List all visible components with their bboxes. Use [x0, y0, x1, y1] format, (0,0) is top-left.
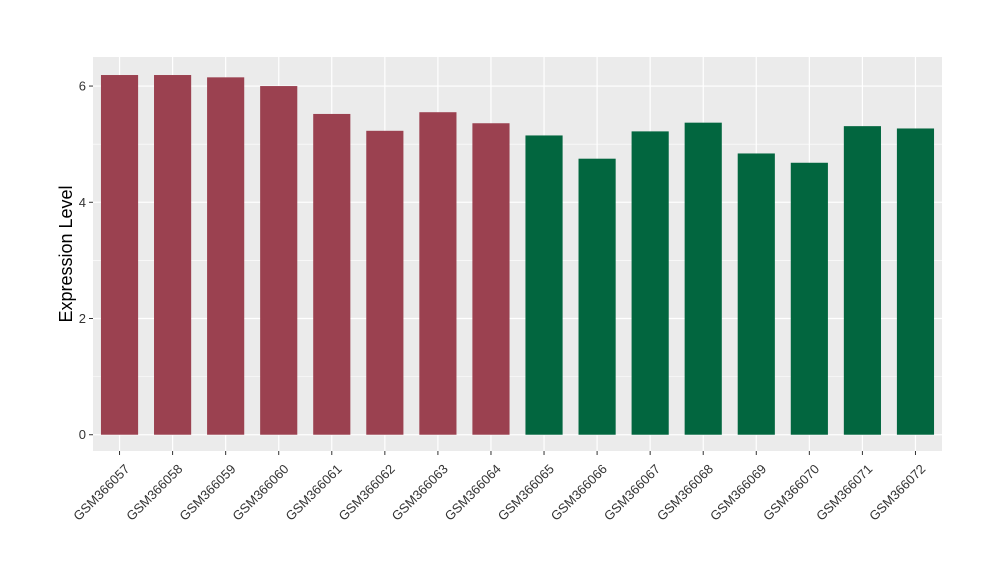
x-tick-label: GSM366058	[123, 461, 185, 523]
bar-GSM366063	[419, 112, 457, 435]
x-axis: GSM366057GSM366058GSM366059GSM366060GSM3…	[70, 451, 928, 524]
x-tick-label: GSM366064	[442, 461, 504, 523]
bars	[100, 75, 935, 435]
x-tick-label: GSM366069	[707, 461, 769, 523]
bar-GSM366061	[313, 113, 351, 435]
bar-GSM366058	[154, 75, 192, 435]
bar-GSM366066	[578, 158, 616, 435]
x-tick-label: GSM366062	[336, 461, 398, 523]
y-tick-label: 0	[79, 427, 86, 442]
bar-GSM366059	[207, 77, 245, 435]
x-tick-label: GSM366065	[495, 461, 557, 523]
bar-GSM366062	[366, 130, 404, 435]
bar-GSM366070	[790, 162, 828, 435]
x-tick-label: GSM366059	[176, 461, 238, 523]
bar-GSM366068	[684, 122, 722, 435]
bar-GSM366067	[631, 131, 669, 435]
x-tick-label: GSM366071	[813, 461, 875, 523]
y-tick-label: 6	[79, 79, 86, 94]
x-tick-label: GSM366067	[601, 461, 663, 523]
bar-GSM366071	[843, 126, 881, 435]
x-tick-label: GSM366070	[760, 461, 822, 523]
bar-GSM366057	[100, 75, 139, 435]
x-tick-label: GSM366057	[70, 461, 132, 523]
x-tick-label: GSM366066	[548, 461, 610, 523]
y-tick-label: 4	[79, 195, 86, 210]
bar-GSM366069	[737, 153, 775, 435]
y-axis: 0 2 4 6	[79, 79, 93, 442]
y-axis-title: Expression Level	[56, 185, 76, 322]
bar-GSM366065	[525, 135, 563, 435]
x-tick-label: GSM366060	[229, 461, 291, 523]
x-tick-label: GSM366072	[866, 461, 928, 523]
x-tick-label: GSM366068	[654, 461, 716, 523]
x-tick-label: GSM366061	[282, 461, 344, 523]
y-tick-label: 2	[79, 311, 86, 326]
bar-GSM366064	[472, 123, 510, 435]
bar-GSM366072	[896, 128, 935, 435]
x-tick-label: GSM366063	[389, 461, 451, 523]
bar-GSM366060	[260, 86, 298, 435]
